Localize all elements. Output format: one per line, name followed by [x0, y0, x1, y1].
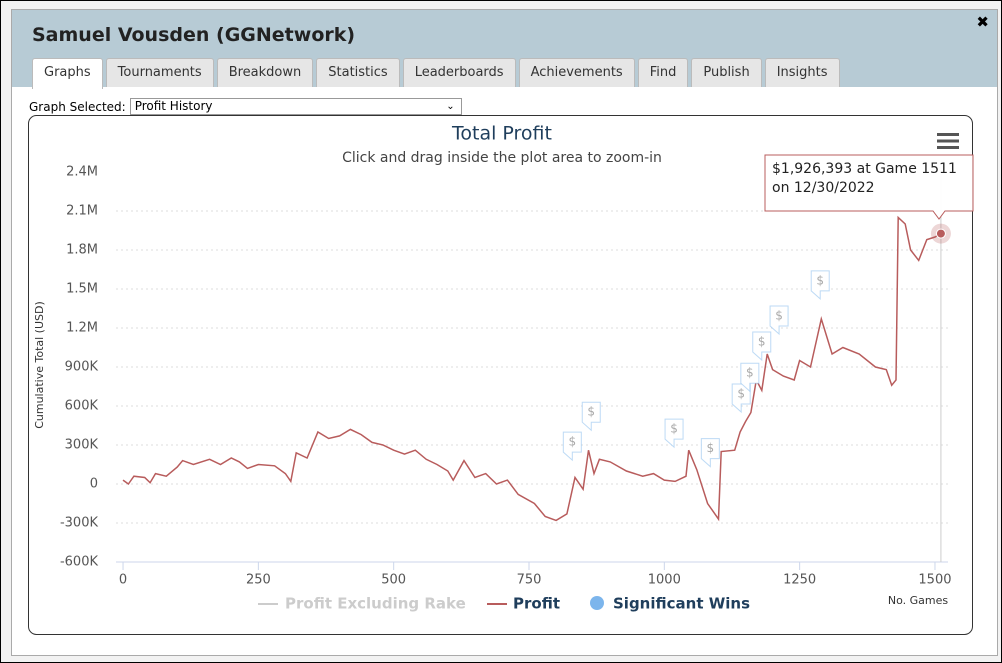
- flag-shape: [700, 438, 720, 468]
- flag-icon: $: [816, 273, 824, 287]
- tooltip: $1,926,393 at Game 1511 on 12/30/2022: [772, 161, 957, 196]
- flag-shape: [752, 331, 772, 362]
- y-tick-label: 300K: [65, 438, 99, 453]
- dialog-title: Samuel Vousden (GGNetwork): [32, 24, 356, 46]
- chart-title: Total Profit: [451, 123, 552, 145]
- x-tick-label: 1000: [648, 573, 681, 588]
- flag-shape: [769, 305, 789, 336]
- flag-icon: $: [707, 441, 715, 455]
- flag-icon: $: [746, 366, 754, 380]
- flag-icon: $: [568, 435, 576, 449]
- tab[interactable]: Find: [637, 58, 689, 87]
- y-tick-label: 900K: [65, 360, 99, 375]
- graph-select[interactable]: Profit History ⌄: [129, 98, 462, 115]
- y-tick-label: -600K: [60, 555, 99, 570]
- x-tick-label: 0: [119, 573, 127, 588]
- tab[interactable]: Achievements: [518, 58, 635, 87]
- flag-icon: $: [758, 335, 766, 349]
- y-tick-label: 2.1M: [66, 204, 98, 219]
- tab[interactable]: Graphs: [32, 58, 103, 89]
- y-tick-label: 1.8M: [66, 243, 98, 258]
- y-tick-label: 600K: [65, 399, 99, 414]
- select-value: Profit History: [134, 99, 213, 113]
- profit-line: [122, 215, 942, 522]
- y-tick-label: 2.4M: [66, 165, 98, 180]
- flag-shape: [810, 270, 830, 301]
- x-tick-label: 500: [381, 573, 406, 588]
- x-tick-label: 250: [246, 573, 271, 588]
- x-tick-label: 750: [517, 573, 542, 588]
- significant-win-flag: $: [700, 438, 720, 468]
- legend-symbol: [590, 596, 604, 610]
- x-tick-label: 1500: [918, 573, 951, 588]
- x-tick-label: 1250: [783, 573, 816, 588]
- flag-icon: $: [587, 405, 595, 419]
- y-tick-label: 1.5M: [66, 282, 98, 297]
- tab[interactable]: Leaderboards: [402, 58, 516, 87]
- y-axis-label: Cumulative Total (USD): [33, 301, 46, 429]
- chart-border: [28, 115, 973, 635]
- tab[interactable]: Publish: [691, 58, 762, 87]
- selector-label: Graph Selected:: [29, 99, 126, 114]
- significant-win-flag: $: [810, 270, 830, 301]
- y-tick-label: -300K: [60, 516, 99, 531]
- legend-label: Profit: [513, 595, 560, 613]
- y-tick-label: 1.2M: [66, 321, 98, 336]
- x-axis-label: No. Games: [888, 594, 949, 607]
- significant-win-flag: $: [581, 401, 601, 432]
- flag-icon: $: [670, 422, 678, 436]
- flag-shape: [581, 401, 601, 432]
- legend-label: Profit Excluding Rake: [285, 595, 466, 613]
- significant-win-flag: $: [664, 418, 684, 449]
- tooltip-box: [764, 154, 974, 220]
- legend-label: Significant Wins: [613, 595, 750, 613]
- flag-icon: $: [775, 309, 783, 323]
- hover-point: [935, 228, 946, 239]
- flag-shape: [740, 362, 760, 393]
- significant-win-flag: $: [562, 431, 582, 462]
- flag-icon: $: [737, 387, 745, 401]
- tab[interactable]: Statistics: [316, 58, 400, 87]
- significant-win-flag: $: [740, 362, 760, 393]
- tooltip-text: $1,926,393 at Game 1511 on 12/30/2022: [772, 161, 957, 196]
- tab[interactable]: Tournaments: [105, 58, 214, 87]
- chart-subtitle: Click and drag inside the plot area to z…: [342, 150, 662, 166]
- tab[interactable]: Breakdown: [216, 58, 314, 87]
- significant-win-flag: $: [769, 305, 789, 336]
- tab[interactable]: Insights: [764, 58, 840, 87]
- y-tick-label: 0: [90, 477, 98, 492]
- close-button[interactable]: ✖: [976, 13, 989, 31]
- flag-shape: [562, 431, 582, 462]
- tab-bar: Graphs Tournaments Breakdown Statistics Lead…: [32, 58, 840, 89]
- flag-shape: [664, 418, 684, 449]
- dialog-header: Samuel Vousden (GGNetwork) ✖ Graphs Tourn…: [12, 10, 997, 89]
- significant-win-flag: $: [752, 331, 772, 362]
- menu-button[interactable]: [937, 133, 959, 149]
- graph-selector: Graph Selected: Profit History ⌄: [29, 98, 462, 115]
